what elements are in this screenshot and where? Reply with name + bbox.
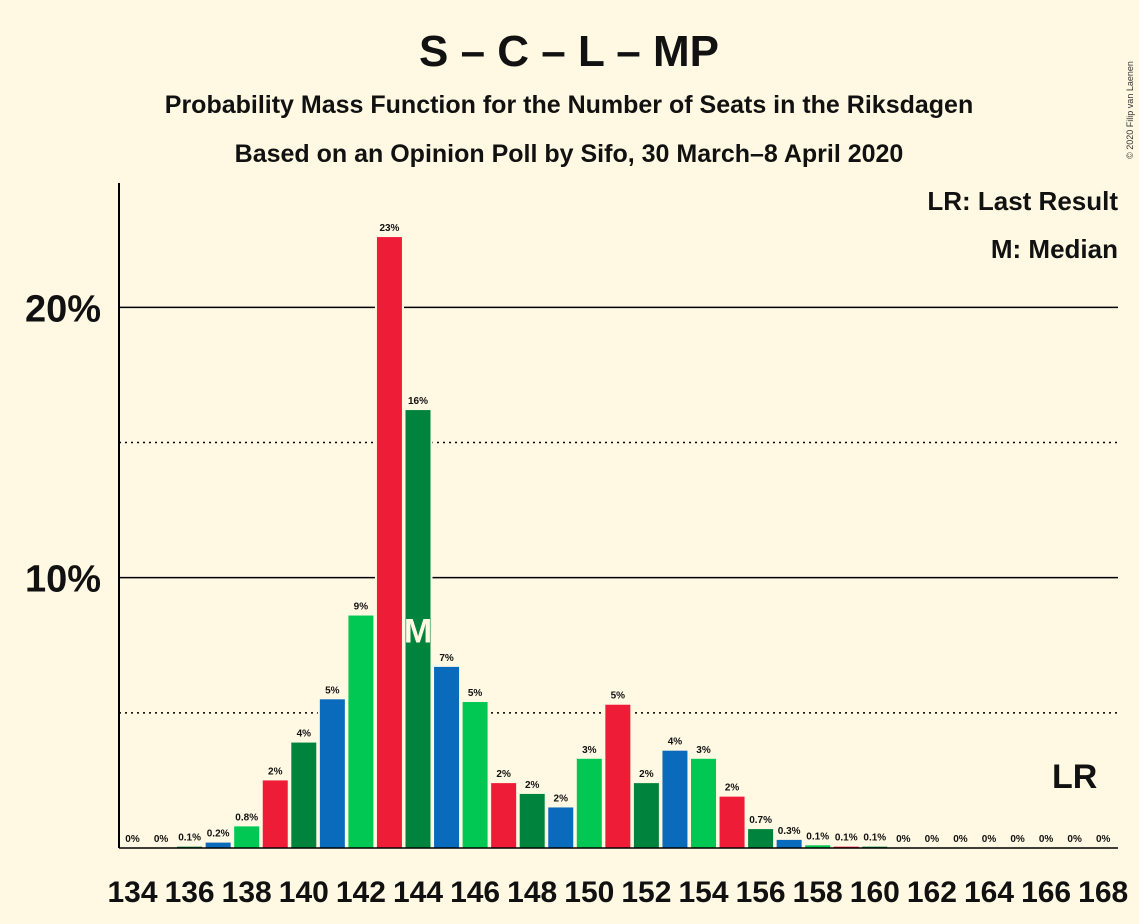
bar-value-label: 2% (554, 793, 569, 804)
bar-labels-group: 0% 0% 0.1% 0.2% 0.8% 2% 4% 5% 9% 23% 16% 7% 5% 2% 2% 2%… (125, 223, 1110, 845)
bar (262, 780, 288, 848)
bar (405, 410, 431, 848)
bar (662, 750, 688, 848)
bar-value-label: 2% (268, 766, 283, 777)
bar (748, 829, 774, 848)
bar-value-label: 3% (696, 745, 711, 756)
bar-value-label: 5% (325, 685, 340, 696)
x-tick-label: 136 (165, 876, 215, 909)
bar (548, 807, 574, 848)
bar-value-label: 0.2% (207, 829, 230, 840)
bar-value-label: 0% (982, 834, 997, 845)
chart-subtitle-2: Based on an Opinion Poll by Sifo, 30 Mar… (235, 140, 904, 168)
bar-value-label: 0% (925, 834, 940, 845)
bar-value-label: 5% (468, 688, 483, 699)
x-tick-label: 142 (336, 876, 386, 909)
bar-value-label: 0.7% (749, 815, 772, 826)
x-tick-label: 166 (1021, 876, 1071, 909)
bar-value-label: 4% (668, 737, 683, 748)
x-tick-label: 168 (1078, 876, 1128, 909)
bar (691, 758, 716, 848)
x-tick-label: 156 (736, 876, 786, 909)
bar-value-label: 0% (1010, 834, 1025, 845)
bar (319, 699, 345, 848)
x-tick-label: 138 (222, 876, 272, 909)
bar-value-label: 0.8% (235, 812, 258, 823)
bar-value-label: 0.1% (863, 833, 886, 844)
x-tick-label: 164 (964, 876, 1014, 909)
bar-value-label: 0% (1096, 834, 1111, 845)
bar-value-label: 23% (379, 223, 399, 234)
bar-value-label: 0.3% (778, 826, 801, 837)
grid-lines (119, 306, 1118, 714)
bar (605, 704, 631, 848)
bar (291, 742, 317, 848)
bar-value-label: 0% (1067, 834, 1082, 845)
bars-group (177, 235, 888, 848)
y-tick-label: 10% (25, 559, 101, 601)
bar (719, 796, 745, 848)
x-tick-label: 158 (793, 876, 843, 909)
bar (776, 839, 802, 848)
bar-value-label: 2% (525, 780, 540, 791)
bar-value-label: 0.1% (835, 833, 858, 844)
bar (234, 826, 260, 848)
bar (491, 783, 517, 848)
bar-value-label: 0% (1039, 834, 1054, 845)
bar-value-label: 5% (611, 691, 626, 702)
y-axis-ticks: 10% 20% (25, 288, 101, 600)
bar-value-label: 2% (725, 783, 740, 794)
bar-value-label: 3% (582, 745, 597, 756)
bar (805, 845, 831, 848)
bar-value-label: 0.1% (806, 831, 829, 842)
bar (434, 666, 460, 848)
x-tick-label: 148 (507, 876, 557, 909)
bar-value-label: 0% (154, 834, 169, 845)
bar-value-label: 4% (297, 729, 312, 740)
bar-value-label: 16% (408, 396, 428, 407)
bar-value-label: 2% (639, 769, 654, 780)
bar-value-label: 0% (896, 834, 911, 845)
x-tick-label: 134 (107, 876, 157, 909)
x-tick-label: 162 (907, 876, 957, 909)
legend-median: M: Median (991, 234, 1118, 264)
bar (633, 783, 659, 848)
x-tick-label: 152 (621, 876, 671, 909)
bar (576, 758, 602, 848)
bar (376, 237, 402, 848)
chart-title: S – C – L – MP (419, 27, 719, 76)
y-tick-label: 20% (25, 288, 101, 330)
bar-value-label: 0.1% (178, 833, 201, 844)
bar-value-label: 0% (953, 834, 968, 845)
x-axis-ticks: 134 136 138 140 142 144 146 148 150 152 154 156 158 1… (107, 876, 1128, 909)
x-tick-label: 150 (564, 876, 614, 909)
bar (462, 702, 488, 848)
last-result-marker: LR (1052, 758, 1097, 796)
bar-value-label: 9% (354, 602, 369, 613)
bar-value-label: 2% (496, 769, 511, 780)
bar-value-label: 0% (125, 834, 140, 845)
bar-value-label: 7% (439, 653, 454, 664)
x-tick-label: 140 (279, 876, 329, 909)
bar (348, 615, 374, 848)
bar (519, 793, 545, 848)
chart-subtitle: Probability Mass Function for the Number… (165, 91, 973, 119)
x-tick-label: 160 (850, 876, 900, 909)
legend-last-result: LR: Last Result (927, 186, 1118, 216)
x-tick-label: 154 (678, 876, 728, 909)
copyright-note: © 2020 Filip van Laenen (1125, 61, 1135, 159)
bar (205, 842, 231, 848)
median-marker: M (404, 613, 432, 651)
x-tick-label: 146 (450, 876, 500, 909)
x-tick-label: 144 (393, 876, 443, 909)
